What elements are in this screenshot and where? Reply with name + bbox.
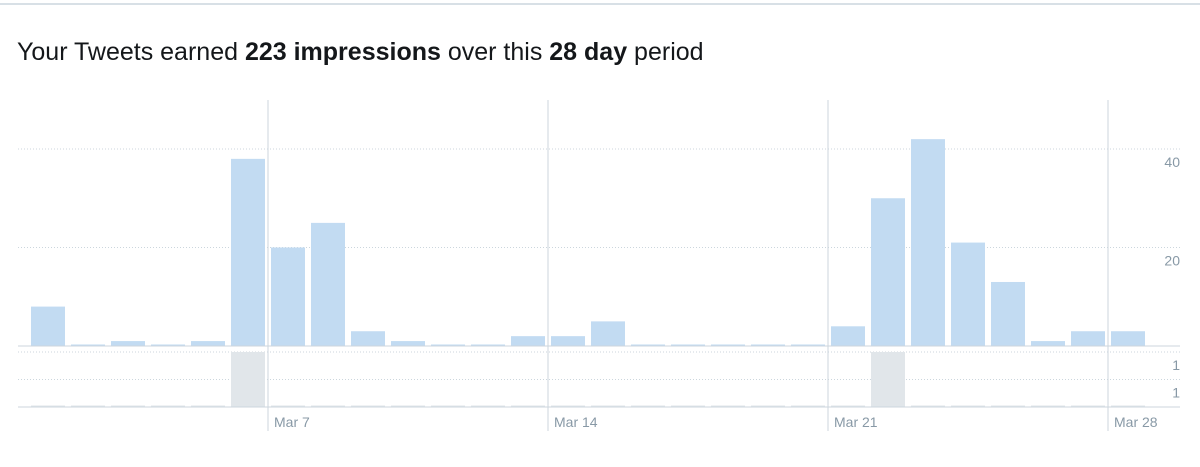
chart-title: Your Tweets earned 223 impressions over …	[17, 38, 704, 66]
bar	[71, 405, 105, 407]
y-tick-label: 20	[1164, 253, 1180, 269]
title-part: Your Tweets earned	[17, 38, 245, 66]
bar	[631, 344, 665, 346]
bar	[1071, 405, 1105, 407]
y-tick-label: 1	[1172, 357, 1180, 373]
bar	[1071, 331, 1105, 346]
title-part: 28 day	[549, 38, 627, 66]
bar	[1111, 405, 1145, 407]
bar	[951, 242, 985, 346]
bar	[271, 247, 305, 346]
bar	[191, 405, 225, 407]
bar	[311, 222, 345, 346]
bar	[431, 405, 465, 407]
bar	[471, 405, 505, 407]
bar	[791, 344, 825, 346]
bar	[151, 344, 185, 346]
bar	[991, 405, 1025, 407]
bar	[831, 405, 865, 407]
bar	[231, 352, 265, 407]
x-tick-label: Mar 7	[274, 414, 310, 430]
bar	[111, 405, 145, 407]
bar	[711, 344, 745, 346]
bar	[911, 139, 945, 346]
bar	[1111, 331, 1145, 346]
bar	[591, 405, 625, 407]
bar	[191, 341, 225, 346]
x-tick-label: Mar 28	[1114, 414, 1158, 430]
bar	[871, 198, 905, 346]
bar	[511, 336, 545, 346]
bar	[1031, 405, 1065, 407]
bar	[671, 344, 705, 346]
bar	[671, 405, 705, 407]
bar	[991, 281, 1025, 346]
bar	[791, 405, 825, 407]
title-part: 223 impressions	[245, 38, 441, 66]
bar	[471, 344, 505, 346]
bar	[231, 158, 265, 346]
bar	[631, 405, 665, 407]
bar	[911, 405, 945, 407]
x-tick-label: Mar 21	[834, 414, 878, 430]
bar	[391, 341, 425, 346]
y-tick-label: 1	[1172, 385, 1180, 401]
title-part: period	[627, 38, 703, 66]
bar	[511, 405, 545, 407]
bar	[71, 344, 105, 346]
bar	[551, 405, 585, 407]
bar	[271, 405, 305, 407]
title-part: over this	[441, 38, 549, 66]
bar	[111, 341, 145, 346]
y-tick-label: 40	[1164, 154, 1180, 170]
bar	[351, 331, 385, 346]
bar	[431, 344, 465, 346]
bar	[591, 321, 625, 346]
bar	[311, 405, 345, 407]
bar	[831, 326, 865, 346]
bar	[391, 405, 425, 407]
x-tick-label: Mar 14	[554, 414, 598, 430]
bar	[551, 336, 585, 346]
bar	[31, 306, 65, 346]
bar	[31, 405, 65, 407]
bar	[1031, 341, 1065, 346]
bar	[871, 352, 905, 407]
bar	[951, 405, 985, 407]
bar	[151, 405, 185, 407]
bar	[751, 405, 785, 407]
bar	[711, 405, 745, 407]
bar	[351, 405, 385, 407]
bar	[751, 344, 785, 346]
